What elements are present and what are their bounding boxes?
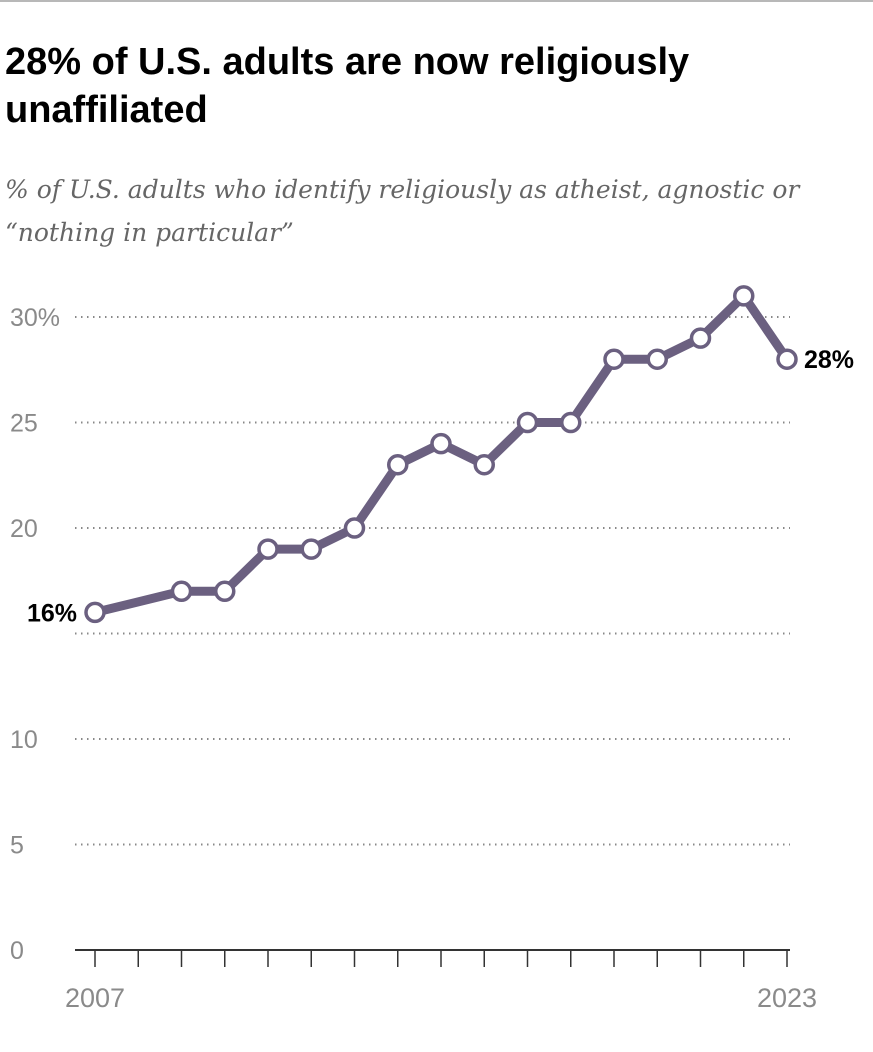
data-point [343, 517, 366, 539]
y-tick-label: 10 [10, 726, 38, 754]
data-point [84, 601, 106, 624]
data-point [430, 432, 452, 455]
y-tick-label: 5 [10, 832, 24, 860]
data-point [516, 411, 539, 434]
data-point [603, 348, 625, 370]
chart-title: 28% of U.S. adults are now religiously u… [5, 41, 690, 131]
chart-subtitle: % of U.S. adults who identify religiousl… [5, 175, 800, 247]
data-label: 28% [804, 346, 854, 374]
data-point [300, 538, 322, 560]
data-point [776, 348, 798, 370]
y-tick-label: 25 [10, 410, 38, 438]
x-tick-label: 2007 [65, 983, 125, 1013]
data-label: 16% [27, 599, 77, 627]
data-point [733, 285, 755, 307]
y-tick-label: 20 [10, 515, 38, 543]
top-rule [0, 0, 873, 2]
data-point [387, 453, 409, 476]
data-point [689, 327, 712, 349]
x-tick-label: 2023 [757, 983, 817, 1013]
data-point [214, 580, 236, 603]
data-point [473, 453, 495, 476]
y-tick-label: 0 [10, 937, 24, 965]
data-point [257, 538, 279, 560]
series-line [90, 291, 792, 617]
data-point [560, 411, 582, 434]
y-tick-label: 30% [10, 304, 60, 332]
data-point [646, 348, 668, 370]
data-point [170, 580, 193, 603]
